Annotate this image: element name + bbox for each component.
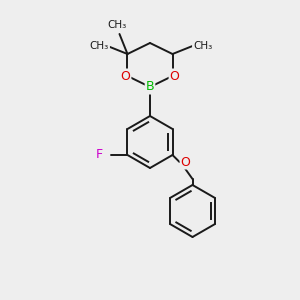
Text: F: F (96, 148, 103, 161)
Text: O: O (121, 70, 130, 83)
Text: B: B (146, 80, 154, 94)
Text: CH₃: CH₃ (108, 20, 127, 30)
Text: CH₃: CH₃ (90, 41, 109, 51)
Text: CH₃: CH₃ (193, 41, 212, 51)
Text: O: O (169, 70, 179, 83)
Text: O: O (181, 155, 190, 169)
